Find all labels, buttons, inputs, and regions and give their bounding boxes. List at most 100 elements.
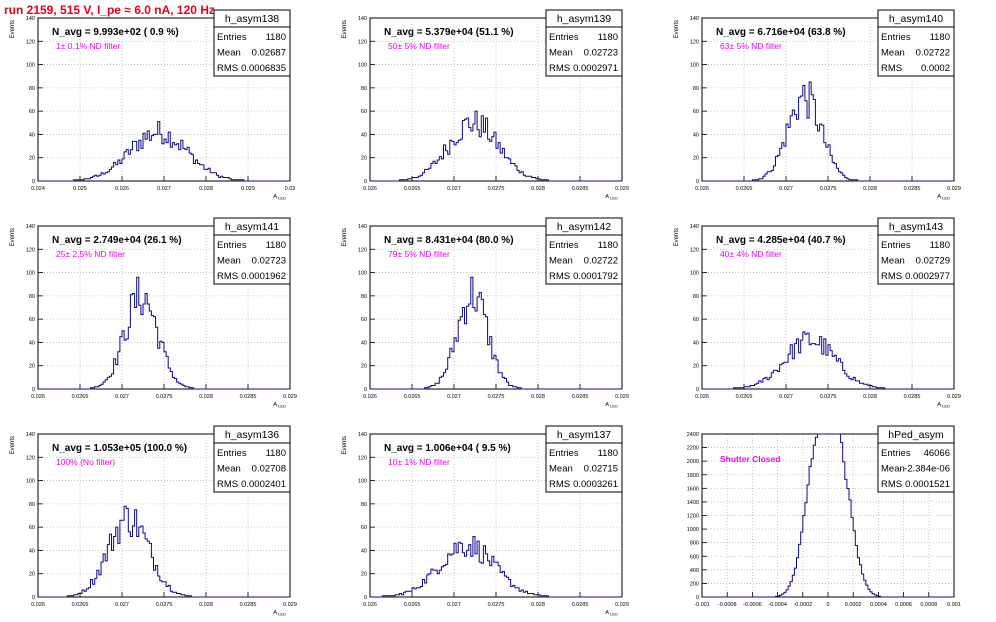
stat-value: 0.0001521 (905, 479, 950, 490)
y-tick-label: 60 (361, 109, 367, 115)
y-tick-label: 140 (358, 224, 367, 230)
x-tick-label: 0.0265 (736, 186, 753, 192)
y-tick-label: 100 (358, 271, 367, 277)
y-tick-label: 60 (361, 317, 367, 323)
x-tick-label: 0.0008 (920, 602, 937, 608)
y-tick-label: 20 (29, 156, 35, 162)
stat-value: 0.02715 (584, 464, 618, 475)
y-tick-label: 40 (29, 132, 35, 138)
y-tick-label: 40 (29, 548, 35, 554)
stat-value: 1180 (598, 240, 618, 251)
stat-value: 1180 (266, 240, 286, 251)
x-axis-label: A LED (605, 194, 618, 201)
x-tick-label: 0.0265 (736, 394, 753, 400)
stat-label: RMS (881, 479, 902, 490)
x-tick-label: 0.029 (283, 602, 297, 608)
y-tick-label: 40 (693, 132, 699, 138)
x-tick-label: 0.029 (615, 186, 629, 192)
stat-label: Mean (549, 256, 573, 267)
y-tick-label: 100 (358, 479, 367, 485)
x-tick-label: 0 (826, 602, 829, 608)
x-tick-label: 0.026 (363, 602, 377, 608)
x-tick-label: 0.0285 (572, 602, 589, 608)
x-tick-label: 0.029 (947, 186, 961, 192)
navg-label: N_avg = 2.749e+04 (26.1 %) (52, 235, 182, 246)
x-tick-label: -0.0008 (718, 602, 737, 608)
y-tick-label: 20 (29, 572, 35, 578)
x-tick-label: 0.029 (283, 394, 297, 400)
x-tick-label: 0.03 (285, 186, 296, 192)
histogram-line (38, 122, 290, 181)
y-tick-label: 80 (29, 86, 35, 92)
stat-label: Mean (881, 464, 905, 475)
stat-value: -2.384e-06 (904, 464, 950, 475)
y-tick-label: 0 (364, 179, 367, 185)
x-tick-label: 0.026 (363, 394, 377, 400)
histogram-panel: 0.026 0.0265 0.027 0.0275 0.028 0.0285 0.029 0 2… (10, 218, 297, 409)
y-tick-label: 60 (29, 525, 35, 531)
stat-value: 0.02723 (584, 48, 618, 59)
x-tick-label: 0.029 (615, 394, 629, 400)
y-tick-label: 140 (690, 224, 699, 230)
y-tick-label: 120 (358, 455, 367, 461)
y-tick-label: 20 (361, 364, 367, 370)
y-tick-label: 100 (26, 479, 35, 485)
x-tick-label: 0.028 (863, 394, 877, 400)
filter-note: 1± 0.1% ND filter (56, 41, 120, 51)
y-tick-label: 60 (693, 317, 699, 323)
stat-label: RMS (881, 63, 902, 74)
y-tick-label: 400 (690, 568, 699, 574)
stat-label: Mean (881, 48, 905, 59)
y-tick-label: 120 (358, 39, 367, 45)
stat-value: 0.02723 (252, 256, 286, 267)
x-tick-label: 0.029 (947, 394, 961, 400)
histogram-name: hPed_asym (888, 429, 944, 441)
y-tick-label: 120 (26, 455, 35, 461)
stat-value: 1180 (930, 240, 950, 251)
x-tick-label: 0.0275 (488, 394, 505, 400)
navg-label: N_avg = 9.993e+02 ( 0.9 %) (52, 27, 179, 38)
stat-label: Mean (217, 256, 241, 267)
x-tick-label: 0.0285 (572, 186, 589, 192)
y-tick-label: 1600 (687, 486, 699, 492)
histogram-panel: 0.026 0.0265 0.027 0.0275 0.028 0.0285 0.029 0 2… (10, 426, 297, 617)
stat-value: 1180 (266, 32, 286, 43)
stat-value: 0.0002971 (573, 63, 618, 74)
histogram-line (370, 111, 622, 181)
x-tick-label: 0.027 (115, 602, 129, 608)
x-axis-label: A LED (937, 194, 950, 201)
y-tick-label: 1200 (687, 514, 699, 520)
x-tick-label: 0.0275 (488, 602, 505, 608)
y-tick-label: 20 (693, 156, 699, 162)
stat-label: Mean (217, 464, 241, 475)
x-tick-label: 0.025 (73, 186, 87, 192)
x-tick-label: 0.024 (31, 186, 45, 192)
x-tick-label: 0.0285 (572, 394, 589, 400)
histogram-name: h_asym139 (557, 13, 611, 25)
histogram-name: h_asym140 (889, 13, 943, 25)
y-tick-label: 40 (361, 548, 367, 554)
x-tick-label: 0.029 (241, 186, 255, 192)
x-axis-label: A LED (273, 194, 286, 201)
y-tick-label: 60 (29, 317, 35, 323)
y-tick-label: 100 (26, 63, 35, 69)
y-tick-label: 60 (29, 109, 35, 115)
x-tick-label: 0.027 (157, 186, 171, 192)
x-tick-label: 0.026 (31, 602, 45, 608)
x-tick-label: 0.028 (199, 186, 213, 192)
y-tick-label: 40 (361, 132, 367, 138)
stat-label: Mean (881, 256, 905, 267)
navg-label: N_avg = 8.431e+04 (80.0 %) (384, 235, 514, 246)
histogram-panel: -0.001 -0.0008 -0.0006 -0.0004 -0.0002 0 0.000… (687, 426, 961, 608)
x-tick-label: 0.0006 (895, 602, 912, 608)
histogram-name: h_asym137 (557, 429, 611, 441)
stat-label: Entries (881, 32, 911, 43)
filter-note: 100% (No filter) (56, 457, 115, 467)
y-tick-label: 600 (690, 554, 699, 560)
stat-value: 0.0003261 (573, 479, 618, 490)
stat-label: Entries (549, 448, 579, 459)
y-tick-label: 2000 (687, 459, 699, 465)
navg-label: N_avg = 1.053e+05 (100.0 %) (52, 443, 187, 454)
y-tick-label: 80 (361, 86, 367, 92)
